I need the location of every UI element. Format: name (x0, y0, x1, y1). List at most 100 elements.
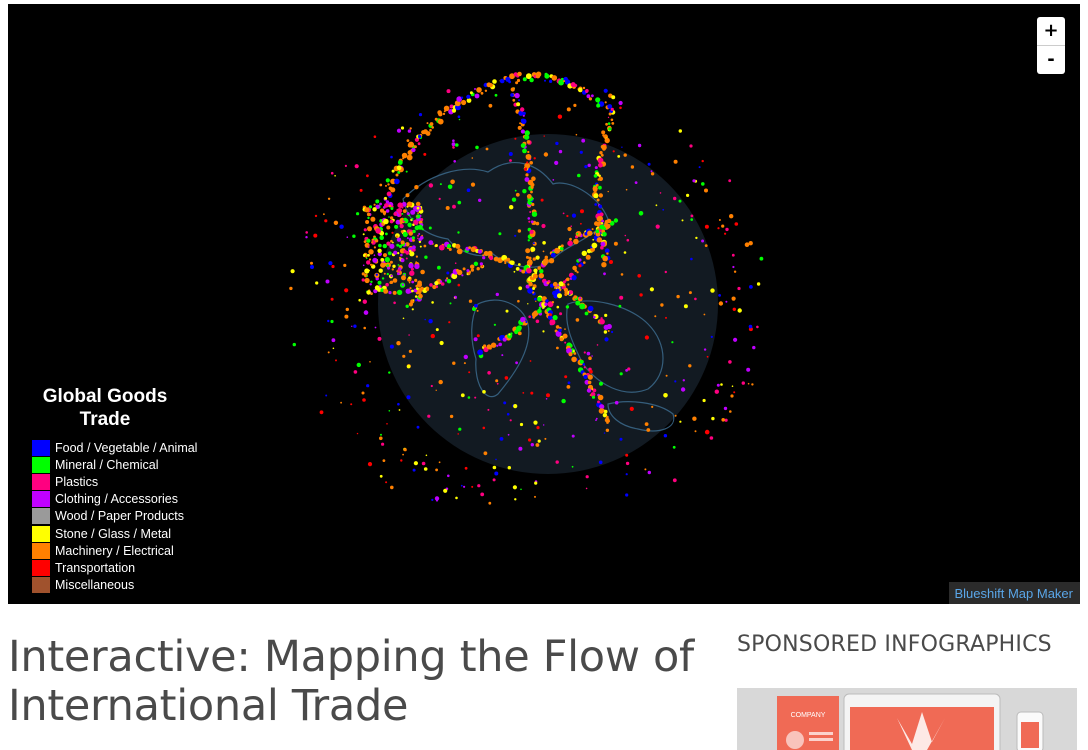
trade-dot (595, 229, 600, 234)
globe-visualization[interactable] (8, 4, 1080, 604)
trade-dot (439, 340, 444, 346)
trade-dot (619, 437, 623, 441)
trade-dot (385, 184, 387, 187)
trade-dot (751, 383, 754, 386)
trade-dot (406, 364, 411, 369)
trade-dot (606, 323, 612, 330)
trade-dot (498, 259, 502, 263)
trade-dot (555, 460, 559, 464)
trade-dot (604, 248, 610, 254)
trade-dot (412, 229, 416, 234)
trade-dot (366, 275, 368, 277)
trade-dot (479, 262, 483, 266)
trade-dot (587, 380, 592, 385)
trade-dot (423, 467, 428, 471)
trade-dot (363, 240, 367, 244)
trade-dot (538, 306, 542, 310)
trade-dot (394, 224, 399, 229)
trade-dot (559, 312, 563, 316)
trade-map[interactable]: + - Global Goods Trade Food / Vegetable … (8, 4, 1080, 604)
trade-dot (332, 347, 335, 350)
trade-dot (572, 350, 575, 353)
trade-dot (503, 259, 507, 263)
trade-dot (405, 242, 410, 247)
trade-dot (411, 147, 416, 153)
trade-dot (374, 239, 379, 243)
trade-dot (598, 174, 601, 178)
trade-dot (518, 110, 524, 116)
trade-dot (607, 116, 610, 119)
trade-dot (324, 219, 328, 223)
trade-dot (393, 301, 396, 305)
trade-dot (373, 203, 376, 206)
trade-dot (529, 161, 533, 165)
trade-dot (385, 232, 388, 236)
trade-dot (720, 383, 723, 386)
trade-dot (428, 183, 434, 188)
trade-dot (446, 279, 452, 284)
trade-dot (660, 303, 664, 307)
trade-dot (569, 237, 572, 241)
trade-dot (419, 235, 424, 240)
trade-dot (533, 157, 536, 160)
trade-dot (378, 268, 383, 273)
coastline (566, 300, 664, 393)
trade-dot (414, 137, 419, 142)
trade-dot (305, 231, 309, 234)
zoom-in-button[interactable]: + (1043, 20, 1059, 41)
trade-dot (379, 235, 385, 240)
sponsored-infographic-thumbnail[interactable]: COMPANY (737, 688, 1077, 750)
trade-dot (614, 400, 619, 405)
trade-dot (428, 319, 433, 324)
trade-dot (605, 122, 608, 126)
trade-dot (430, 384, 433, 388)
zoom-control: + - (1037, 17, 1065, 74)
trade-dot (506, 257, 511, 262)
trade-dot (733, 337, 738, 342)
trade-dot (595, 183, 599, 187)
trade-dot (492, 465, 497, 470)
trade-dot (525, 321, 528, 323)
trade-dot (461, 274, 464, 277)
trade-dot (421, 461, 426, 466)
trade-dot (506, 412, 510, 416)
trade-dot (408, 349, 412, 353)
trade-dot (403, 273, 406, 276)
map-credit-link[interactable]: Blueshift Map Maker (948, 582, 1080, 604)
trade-dot (390, 485, 394, 490)
trade-dot (466, 269, 470, 273)
trade-dot (585, 475, 589, 479)
trade-dot (591, 355, 593, 357)
trade-dot (733, 270, 737, 273)
legend-label: Wood / Paper Products (55, 509, 185, 524)
trade-dot (527, 179, 534, 186)
trade-dot (503, 401, 507, 405)
trade-dot (407, 143, 413, 148)
trade-dot (480, 91, 484, 95)
trade-dot (570, 225, 572, 227)
trade-dot (625, 473, 628, 476)
trade-dot (514, 92, 520, 99)
trade-dot (532, 242, 535, 245)
trade-dot (703, 348, 707, 351)
trade-dot (529, 211, 532, 213)
trade-dot (358, 298, 362, 302)
trade-dot (425, 288, 429, 292)
trade-dot (406, 212, 410, 216)
trade-dot (405, 257, 408, 260)
trade-dot (472, 307, 476, 311)
trade-dot (383, 213, 386, 216)
trade-dot (601, 130, 606, 135)
trade-dot (462, 267, 466, 271)
trade-dot (375, 277, 379, 281)
trade-dot (634, 181, 638, 185)
trade-dot (532, 287, 536, 290)
trade-dot (378, 281, 381, 284)
trade-dot (373, 135, 377, 138)
trade-dot (582, 86, 586, 90)
trade-dot (621, 146, 623, 148)
trade-dot (289, 286, 293, 291)
trade-dot (560, 287, 562, 289)
trade-dot (401, 206, 404, 209)
zoom-out-button[interactable]: - (1037, 45, 1065, 74)
